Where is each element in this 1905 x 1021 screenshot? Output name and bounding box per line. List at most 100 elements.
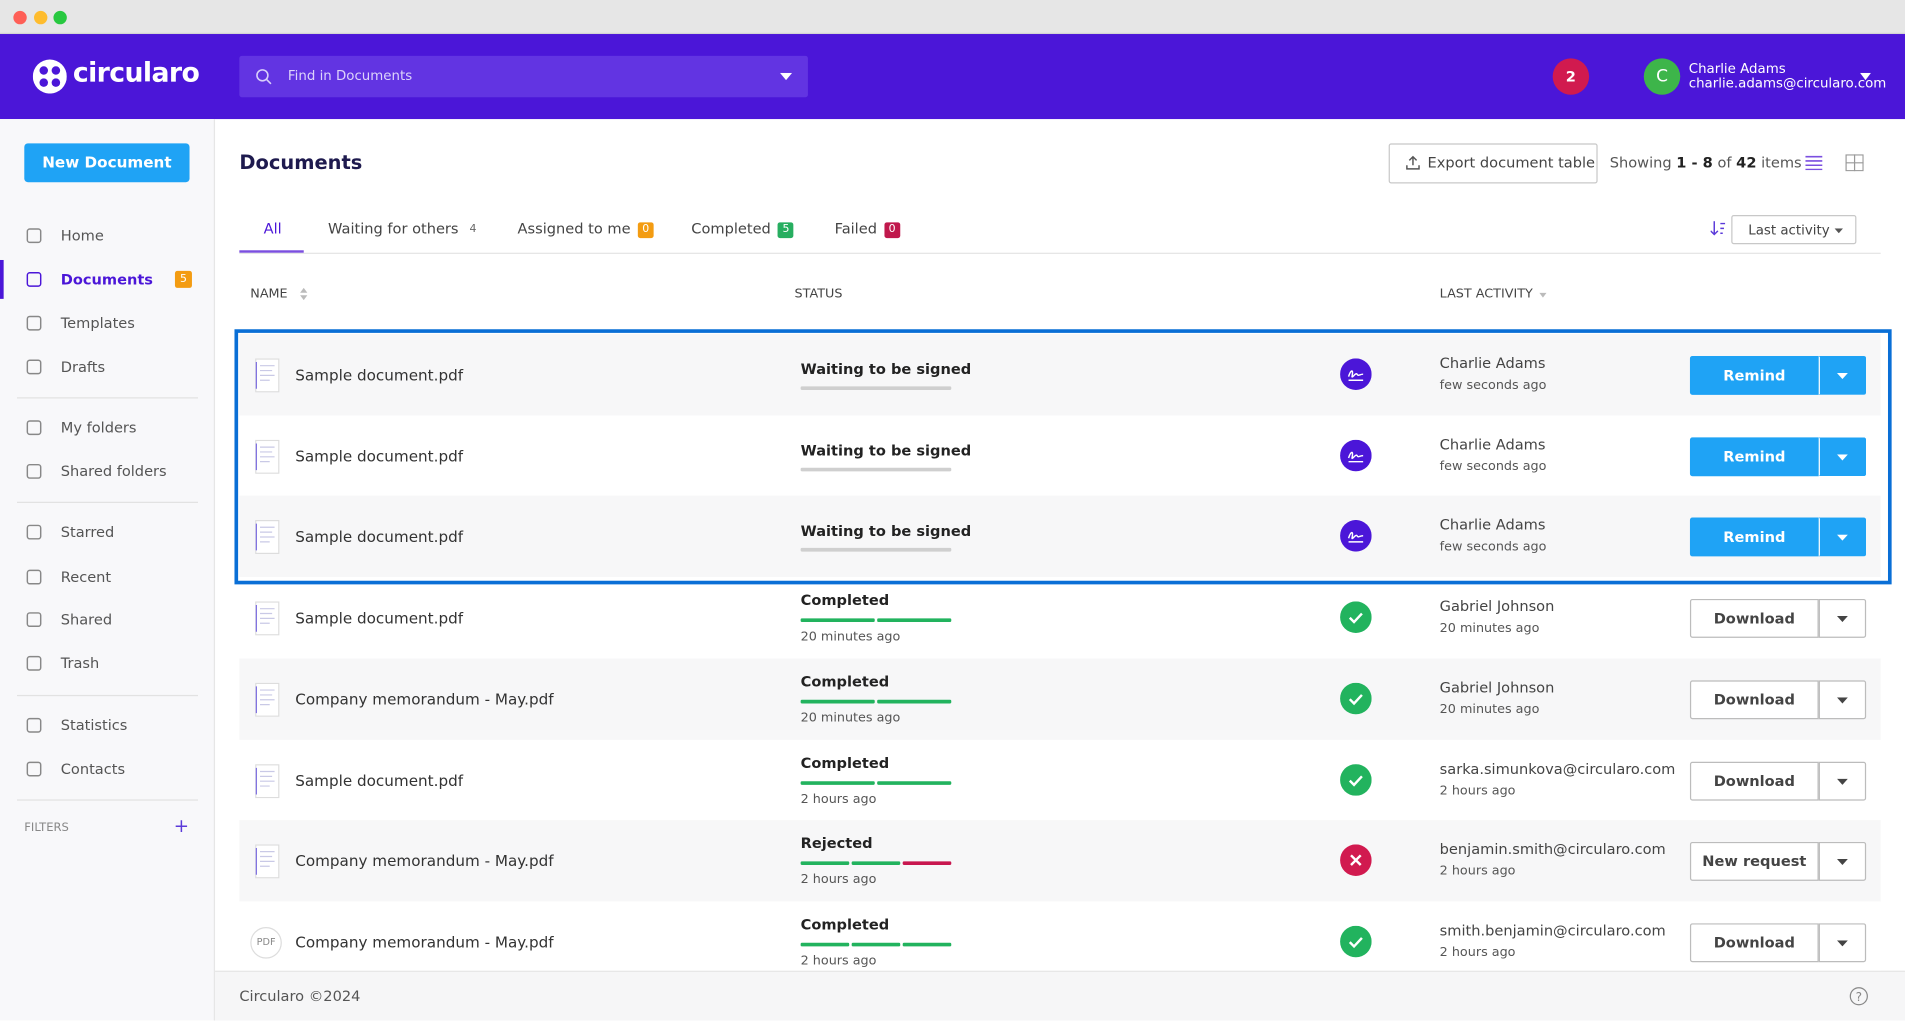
activity-user: Gabriel Johnson [1439,678,1555,696]
sort-icon[interactable] [1710,221,1726,236]
user-dropdown[interactable] [1860,72,1871,81]
tab-count: 0 [637,222,654,239]
action-button[interactable]: Remind [1689,518,1819,557]
activity-sort[interactable] [1539,292,1547,298]
action-dropdown[interactable] [1818,436,1867,476]
nav-icon [26,717,42,733]
action-button[interactable]: Download [1689,680,1819,719]
sort-dropdown[interactable]: Last activity [1731,215,1857,245]
page-title: Documents [239,150,363,174]
max-dot[interactable] [53,10,67,25]
nav-label: Statistics [60,716,128,734]
progress-segment [800,780,875,785]
status-time: 20 minutes ago [800,710,901,726]
action-button[interactable]: Download [1689,599,1819,638]
action-button[interactable]: New request [1689,842,1819,882]
activity-time: few seconds ago [1439,539,1547,555]
nav-item[interactable]: Templates [0,304,214,343]
tabs-border [239,252,1881,254]
nav-item[interactable]: Shared folders [0,452,214,491]
nav-item[interactable]: Contacts [0,750,214,789]
nav-label: Recent [60,568,112,586]
nav-label: My folders [60,419,137,437]
action-dropdown[interactable] [1818,842,1867,882]
caret [1836,372,1848,380]
status-icon [1340,601,1372,634]
status-time: 2 hours ago [800,791,877,807]
action-dropdown[interactable] [1818,923,1867,963]
nav-item[interactable]: Statistics [0,706,214,745]
list-view[interactable] [1805,155,1823,171]
action-dropdown[interactable] [1818,761,1867,801]
sidebar: New Document FILTERS + Home Documents 5 Tem… [0,119,216,1021]
tab[interactable]: Completed [691,219,771,237]
nav-item[interactable]: Documents 5 [0,259,214,299]
column-header: NAME [250,286,288,302]
action-button[interactable]: Download [1689,923,1819,963]
nav-icon [26,612,42,628]
nav-item[interactable]: Drafts [0,347,214,386]
close-dot[interactable] [13,10,27,25]
progress-segment [800,548,952,553]
status-time: 20 minutes ago [800,629,901,645]
action-dropdown[interactable] [1818,355,1867,395]
file-thumb [255,439,280,474]
activity-user: sarka.simunkova@circularo.com [1439,759,1676,777]
table-row: Sample document.pdf Completed 2 hours ago s… [239,739,1881,821]
action-button[interactable]: Remind [1689,355,1819,395]
tab[interactable]: Waiting for others [328,219,459,237]
nav-icon [26,761,42,777]
progress-segment [800,618,875,623]
activity-time: 2 hours ago [1439,783,1516,798]
action-dropdown[interactable] [1818,680,1867,719]
nav-badge: 5 [174,270,192,288]
file-name: Sample document.pdf [295,365,464,384]
action-dropdown[interactable] [1818,518,1867,557]
nav-item[interactable]: Home [0,216,214,255]
help-icon[interactable]: ? [1849,987,1868,1006]
status: Completed [800,591,890,609]
search-dropdown[interactable] [779,72,793,81]
table-row: Sample document.pdf Waiting to be signed C… [239,334,1881,416]
main: Documents Export document table Showing … [215,119,1905,983]
action-button[interactable]: Remind [1689,436,1819,476]
action-button[interactable]: Download [1689,761,1819,801]
add-filter[interactable]: + [173,815,190,838]
tab[interactable]: Assigned to me [517,219,631,237]
showing-prefix: Showing [1609,154,1672,172]
nav-icon [26,420,42,436]
export-button[interactable]: Export document table [1388,143,1598,184]
avatar[interactable]: C [1643,58,1681,95]
status-icon [1340,844,1372,877]
active-indicator [0,259,4,299]
action-dropdown[interactable] [1818,599,1867,638]
file-thumb [255,844,280,879]
tab[interactable]: Failed [834,219,877,237]
nav-item[interactable]: My folders [0,408,214,447]
min-dot[interactable] [34,10,48,25]
grid-view[interactable] [1845,154,1864,172]
notification-badge[interactable]: 2 [1552,58,1590,95]
svg-text:?: ? [1856,990,1862,1004]
showing-total: 42 [1736,154,1757,172]
activity-time: few seconds ago [1439,458,1547,474]
nav-item[interactable]: Trash [0,644,214,683]
file-thumb [255,358,280,393]
new-document-button[interactable]: New Document [24,143,190,183]
name-sort[interactable] [300,287,308,301]
nav-item[interactable]: Recent [0,558,214,597]
table-row: Company memorandum - May.pdf Rejected 2 ho… [239,820,1881,902]
copyright: Circularo ©2024 [239,987,361,1005]
caret [1836,859,1848,866]
activity-time: few seconds ago [1439,377,1547,393]
search-box[interactable]: Find in Documents [239,55,808,98]
logo-text: circularo [72,58,200,89]
activity-time: 2 hours ago [1439,945,1516,960]
nav-item[interactable]: Shared [0,600,214,639]
sort-caret [1834,228,1844,234]
tab[interactable]: All [263,219,282,237]
progress-segment [877,618,952,623]
nav-item[interactable]: Starred [0,513,214,552]
nav-label: Drafts [60,358,106,376]
file-name: Sample document.pdf [295,770,464,790]
